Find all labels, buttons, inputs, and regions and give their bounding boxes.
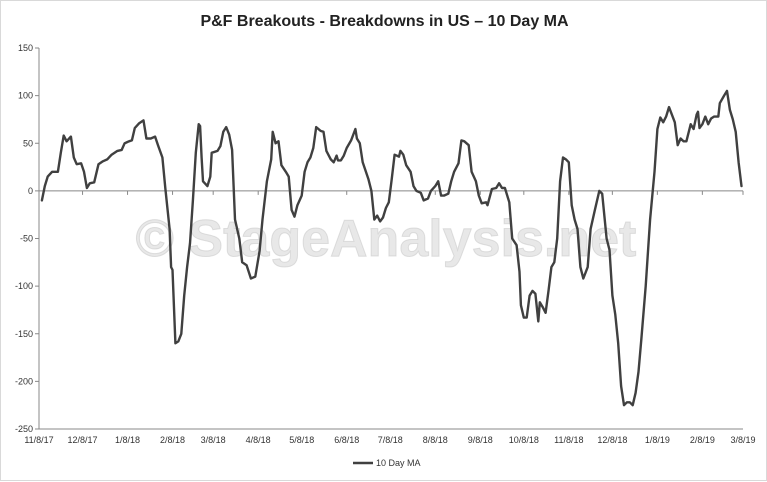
y-tick-label: -50 [20, 234, 33, 244]
y-tick-label: 50 [23, 138, 33, 148]
y-tick-label: -250 [15, 424, 33, 434]
x-tick-label: 7/8/18 [378, 435, 403, 445]
watermark: © StageAnalysis.net [136, 210, 637, 268]
x-tick-label: 12/8/18 [597, 435, 627, 445]
legend: 10 Day MA [353, 458, 421, 468]
x-tick-label: 3/8/18 [201, 435, 226, 445]
y-tick-label: -150 [15, 329, 33, 339]
x-tick-label: 6/8/18 [334, 435, 359, 445]
x-tick-label: 1/8/19 [645, 435, 670, 445]
y-tick-label: 0 [28, 186, 33, 196]
x-tick-label: 11/8/17 [24, 435, 53, 445]
x-tick-label: 12/8/17 [68, 435, 98, 445]
series-line-0 [40, 89, 743, 407]
chart-title: P&F Breakouts - Breakdowns in US – 10 Da… [200, 13, 569, 30]
y-tick-label: -200 [15, 376, 33, 386]
legend-label: 10 Day MA [376, 458, 421, 468]
x-tick-label: 4/8/18 [246, 435, 271, 445]
x-tick-label: 2/8/19 [690, 435, 715, 445]
x-tick-label: 8/8/18 [423, 435, 448, 445]
x-tick-label: 10/8/18 [509, 435, 539, 445]
y-tick-label: -100 [15, 281, 33, 291]
series-layer [40, 89, 743, 407]
y-tick-label: 100 [18, 91, 33, 101]
x-tick-label: 9/8/18 [468, 435, 493, 445]
x-tick-label: 3/8/19 [730, 435, 755, 445]
y-tick-label: 150 [18, 43, 33, 53]
x-tick-label: 11/8/18 [554, 435, 583, 445]
x-tick-label: 2/8/18 [160, 435, 185, 445]
x-tick-label: 1/8/18 [115, 435, 140, 445]
x-tick-label: 5/8/18 [289, 435, 314, 445]
